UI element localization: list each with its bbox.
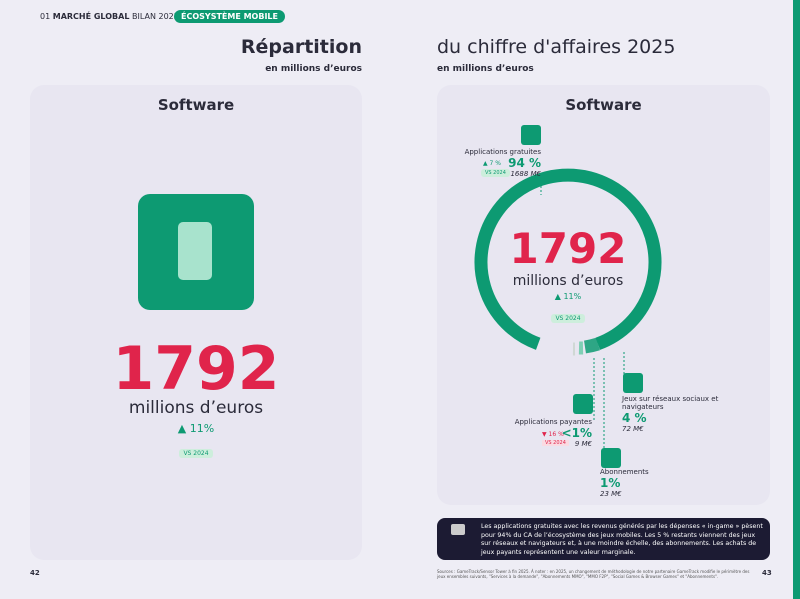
segment-change: 7 % xyxy=(489,160,501,167)
segment-share: 1% xyxy=(600,476,621,490)
ring-main xyxy=(474,168,662,350)
value: 1792 xyxy=(509,224,627,273)
segment-share: 94 % xyxy=(508,156,541,170)
change: ▲ 11% xyxy=(177,422,215,435)
big-value: 1792 xyxy=(30,334,362,404)
page-number: 42 xyxy=(30,569,40,577)
segment: Abonnements 1% 23 M€ xyxy=(600,468,700,498)
section-number: 01 xyxy=(40,12,51,21)
segment: Applications gratuites ▲ 7 % VS 2024 94 … xyxy=(441,148,541,178)
report: BILAN 2025 xyxy=(131,12,179,21)
title-left: Répartition xyxy=(240,36,362,58)
segment-share: <1% xyxy=(561,426,592,440)
segment-compare: VS 2024 xyxy=(481,169,510,177)
card-title: Software xyxy=(157,96,235,114)
note: Les applications gratuites avec les reve… xyxy=(481,523,763,556)
breadcrumb: 01 MARCHÉ GLOBAL BILAN 2025 xyxy=(40,12,179,21)
sources: Sources : GameTrack/Sensor Tower à fin 2… xyxy=(437,569,750,579)
segment: Applications payantes ▼ 16 % VS 2024 <1%… xyxy=(492,418,592,448)
unit: millions d’euros xyxy=(512,273,624,289)
change-value: 11% xyxy=(189,422,215,435)
segment-change: 16 % xyxy=(548,431,564,438)
segment-label: Applications payantes xyxy=(514,418,592,426)
phone-icon xyxy=(138,194,254,310)
change-value: 11% xyxy=(563,292,582,301)
leaders xyxy=(540,178,625,448)
edge-bar xyxy=(793,0,800,599)
segment-compare: VS 2024 xyxy=(542,440,569,446)
segment-amount: 1688 M€ xyxy=(510,170,541,178)
segment-share: 4 % xyxy=(622,411,647,425)
page-number: 43 xyxy=(762,569,772,577)
center-value: 1792 xyxy=(468,224,668,273)
ring-social xyxy=(583,337,600,354)
section: MARCHÉ GLOBAL xyxy=(52,12,130,21)
compare-wrap: VS 2024 xyxy=(468,305,668,324)
compare: VS 2024 xyxy=(179,449,213,458)
segment-amount: 9 M€ xyxy=(574,440,592,448)
icons xyxy=(521,125,643,468)
segment-label: Abonnements xyxy=(600,468,649,476)
segment-label: Jeux sur réseaux sociaux et navigateurs xyxy=(622,395,719,411)
segment-amount: 23 M€ xyxy=(600,490,622,498)
unit: millions d’euros xyxy=(128,398,264,418)
unit-right: en millions d’euros xyxy=(437,64,534,74)
compare-wrap: VS 2024 xyxy=(30,440,362,459)
title-right: du chiffre d'affaires 2025 xyxy=(437,36,676,58)
badge: ÉCOSYSTÈME MOBILE xyxy=(174,10,285,23)
segment-amount: 72 M€ xyxy=(622,425,644,433)
value: 1792 xyxy=(112,334,280,404)
unit-left: en millions d’euros xyxy=(265,64,362,74)
change: ▲ 11% xyxy=(554,292,582,301)
card-title: Software xyxy=(565,96,642,114)
segment: Jeux sur réseaux sociaux et navigateurs … xyxy=(622,395,722,433)
left-card xyxy=(30,85,362,560)
compare: VS 2024 xyxy=(551,314,585,323)
segment-label: Applications gratuites xyxy=(464,148,541,156)
note-box: Les applications gratuites avec les reve… xyxy=(437,518,770,560)
